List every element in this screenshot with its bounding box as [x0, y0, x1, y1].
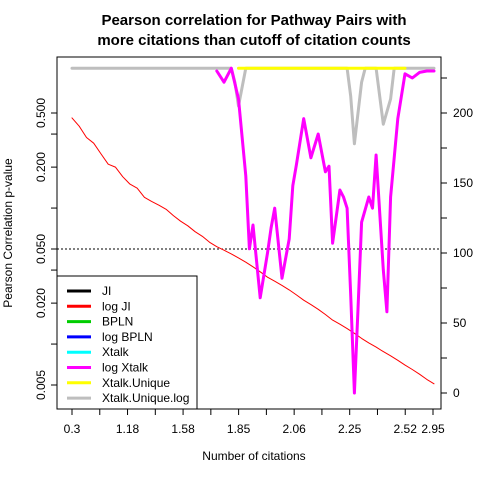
legend-label-bpln: BPLN	[102, 315, 133, 329]
x-axis: 0.3 1.18 1.58 1.85 2.06 2.25 2.52 2.95	[64, 408, 445, 436]
y-axis-label: Pearson Correlation p-value	[1, 158, 15, 308]
x-tick-label: 0.3	[64, 422, 81, 436]
chart-title-line-2: more citations than cutoff of citation c…	[97, 32, 410, 49]
legend-box	[56, 275, 198, 410]
legend-label-log-ji: log JI	[102, 299, 131, 313]
legend-label-xtalk: Xtalk	[102, 345, 130, 359]
y-axis-right: 0 50 100 150 200	[440, 77, 473, 400]
y-right-tick-label: 200	[453, 106, 473, 120]
y-left-tick-label: 0.050	[34, 234, 48, 264]
x-tick-label: 2.25	[338, 422, 362, 436]
y-right-tick-label: 100	[453, 246, 473, 260]
legend-label-xtalk-unique: Xtalk.Unique	[102, 376, 170, 390]
legend-label-log-bpln: log BPLN	[102, 330, 153, 344]
series-line-log-ji	[71, 117, 435, 385]
y-left-tick-label: 0.500	[34, 98, 48, 128]
y-axis-left: 0.005 0.020 0.050 0.200 0.500	[34, 98, 58, 400]
x-tick-label: 1.58	[171, 422, 195, 436]
y-left-tick-label: 0.020	[34, 288, 48, 318]
x-axis-label: Number of citations	[202, 449, 305, 463]
y-left-tick-label: 0.005	[34, 370, 48, 400]
x-tick-label: 1.18	[116, 422, 140, 436]
x-tick-label: 1.85	[227, 422, 251, 436]
legend-label-ji: JI	[102, 284, 111, 298]
y-right-tick-label: 50	[453, 316, 467, 330]
y-right-tick-label: 0	[453, 386, 460, 400]
chart-title-line-1: Pearson correlation for Pathway Pairs wi…	[101, 12, 406, 29]
x-tick-label: 2.95	[421, 422, 445, 436]
y-right-tick-label: 150	[453, 176, 473, 190]
series-layer	[70, 66, 436, 395]
series-line-log-xtalk	[215, 66, 436, 395]
legend-label-log-xtalk: log Xtalk	[102, 361, 149, 375]
y-left-tick-label: 0.200	[34, 152, 48, 182]
x-tick-label: 2.06	[282, 422, 306, 436]
x-tick-label: 2.52	[394, 422, 418, 436]
series-line-xtalk-unique-log	[70, 66, 436, 146]
legend-label-xtalk-unique-log: Xtalk.Unique.log	[102, 391, 189, 405]
